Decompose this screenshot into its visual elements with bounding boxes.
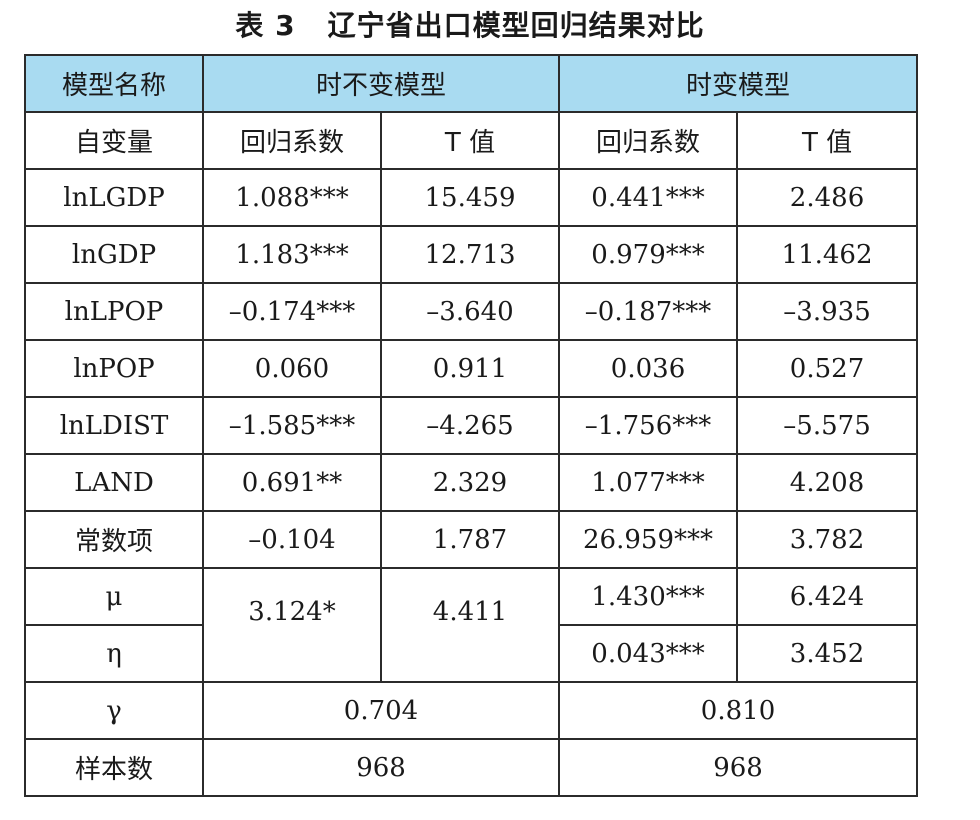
coef-invariant-cell: –0.104 — [202, 510, 382, 569]
sample-size-row: 样本数 968 968 — [24, 738, 919, 797]
mu-t-varying-cell: 6.424 — [736, 567, 919, 626]
subheader-row: 自变量 回归系数 T 值 回归系数 T 值 — [24, 111, 919, 170]
gamma-label-cell: γ — [24, 681, 204, 740]
table-row: lnLDIST –1.585*** –4.265 –1.756*** –5.57… — [24, 396, 919, 455]
sample-size-invariant-cell: 968 — [201, 738, 561, 797]
sample-size-label-cell: 样本数 — [24, 738, 204, 797]
t-varying-cell: 2.486 — [736, 168, 919, 227]
eta-label-cell: η — [24, 624, 204, 683]
mu-label-cell: μ — [24, 567, 204, 626]
mu-row: μ 3.124* 4.411 1.430*** 6.424 — [24, 567, 919, 683]
regression-table: 模型名称 时不变模型 时变模型 自变量 回归系数 T 值 回归系数 T 值 ln… — [24, 54, 919, 797]
sample-size-varying-cell: 968 — [558, 738, 919, 797]
t-invariant-cell: –3.640 — [379, 282, 561, 341]
coef-invariant-cell: –0.174*** — [202, 282, 382, 341]
table-row: lnPOP 0.060 0.911 0.036 0.527 — [24, 339, 919, 398]
eta-row: η 0.043*** 3.452 — [24, 624, 919, 683]
variable-cell: lnPOP — [24, 339, 204, 398]
t-invariant-cell: –4.265 — [379, 396, 561, 455]
coef-varying-cell: 1.077*** — [558, 453, 739, 512]
variable-cell: lnLDIST — [24, 396, 204, 455]
t-varying-cell: 11.462 — [736, 225, 919, 284]
coef-varying-cell: –1.756*** — [558, 396, 739, 455]
gamma-row: γ 0.704 0.810 — [24, 681, 919, 740]
mu-eta-coef-invariant-cell: 3.124* — [202, 567, 382, 683]
table-row: lnGDP 1.183*** 12.713 0.979*** 11.462 — [24, 225, 919, 284]
variable-cell: lnGDP — [24, 225, 204, 284]
gamma-varying-cell: 0.810 — [558, 681, 919, 740]
table-row: 常数项 –0.104 1.787 26.959*** 3.782 — [24, 510, 919, 569]
t-invariant-cell: 0.911 — [379, 339, 561, 398]
header-row: 模型名称 时不变模型 时变模型 — [24, 54, 919, 113]
table-row: lnLPOP –0.174*** –3.640 –0.187*** –3.935 — [24, 282, 919, 341]
variable-cell: 常数项 — [24, 510, 204, 569]
t-varying-cell: –5.575 — [736, 396, 919, 455]
coef-varying-cell: 0.036 — [558, 339, 739, 398]
subheader-t-varying: T 值 — [736, 111, 919, 170]
eta-coef-varying-cell: 0.043*** — [558, 624, 739, 683]
coef-varying-cell: 0.441*** — [558, 168, 739, 227]
table-caption: 辽宁省出口模型回归结果对比 — [327, 9, 705, 42]
table-row: lnLGDP 1.088*** 15.459 0.441*** 2.486 — [24, 168, 919, 227]
subheader-t-invariant: T 值 — [379, 111, 561, 170]
coef-invariant-cell: 1.088*** — [202, 168, 382, 227]
coef-invariant-cell: 1.183*** — [202, 225, 382, 284]
eta-t-varying-cell: 3.452 — [736, 624, 919, 683]
mu-eta-t-invariant-cell: 4.411 — [379, 567, 561, 683]
t-invariant-cell: 12.713 — [379, 225, 561, 284]
header-time-invariant: 时不变模型 — [201, 54, 561, 113]
mu-coef-varying-cell: 1.430*** — [558, 567, 739, 626]
coef-invariant-cell: –1.585*** — [202, 396, 382, 455]
t-varying-cell: 3.782 — [736, 510, 919, 569]
table-number: 表 3 — [235, 9, 296, 42]
t-varying-cell: 0.527 — [736, 339, 919, 398]
header-model-name: 模型名称 — [24, 54, 204, 113]
coef-varying-cell: –0.187*** — [558, 282, 739, 341]
subheader-variable: 自变量 — [24, 111, 204, 170]
coef-invariant-cell: 0.060 — [202, 339, 382, 398]
variable-cell: LAND — [24, 453, 204, 512]
gamma-invariant-cell: 0.704 — [201, 681, 561, 740]
header-time-varying: 时变模型 — [558, 54, 919, 113]
t-varying-cell: 4.208 — [736, 453, 919, 512]
t-varying-cell: –3.935 — [736, 282, 919, 341]
t-invariant-cell: 2.329 — [379, 453, 561, 512]
subheader-coef-varying: 回归系数 — [558, 111, 739, 170]
coef-varying-cell: 26.959*** — [558, 510, 739, 569]
subheader-coef-invariant: 回归系数 — [202, 111, 382, 170]
variable-cell: lnLPOP — [24, 282, 204, 341]
variable-cell: lnLGDP — [24, 168, 204, 227]
t-invariant-cell: 15.459 — [379, 168, 561, 227]
coef-varying-cell: 0.979*** — [558, 225, 739, 284]
coef-invariant-cell: 0.691** — [202, 453, 382, 512]
t-invariant-cell: 1.787 — [379, 510, 561, 569]
table-title: 表 3 辽宁省出口模型回归结果对比 — [0, 6, 940, 46]
table-row: LAND 0.691** 2.329 1.077*** 4.208 — [24, 453, 919, 512]
